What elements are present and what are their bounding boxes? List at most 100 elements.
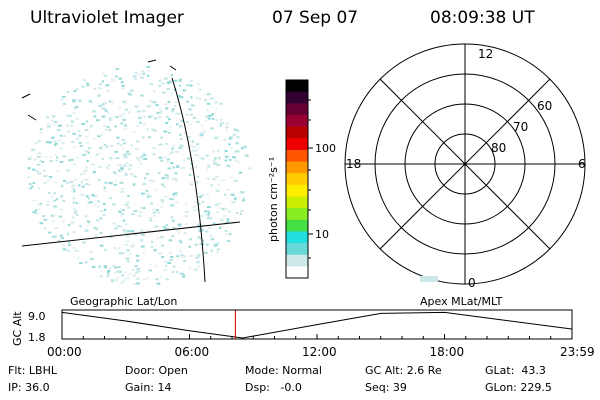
uv-speckle	[160, 111, 163, 114]
gain-info: Gain: 14	[125, 381, 172, 394]
uv-speckle	[196, 143, 199, 146]
uv-speckle	[189, 80, 192, 83]
uv-speckle	[54, 121, 58, 123]
uv-speckle	[86, 160, 89, 162]
uv-speckle	[180, 138, 183, 141]
uv-speckle	[226, 220, 230, 223]
uv-speckle	[139, 115, 143, 118]
uv-speckle	[120, 187, 125, 190]
uv-speckle	[89, 258, 94, 261]
colorbar-segment	[286, 103, 308, 116]
uv-speckle	[155, 265, 159, 268]
uv-speckle	[218, 135, 221, 137]
uv-speckle	[124, 229, 127, 232]
uv-speckle	[136, 277, 140, 280]
uv-speckle	[122, 153, 127, 156]
uv-speckle	[184, 223, 188, 226]
uv-speckle	[99, 210, 104, 213]
uv-speckle	[158, 107, 163, 110]
uv-speckle	[175, 112, 178, 115]
uv-speckle	[205, 154, 209, 157]
uv-speckle	[112, 264, 116, 267]
colorbar-segment	[286, 254, 308, 267]
uv-speckle	[171, 240, 175, 243]
uv-speckle	[167, 262, 172, 264]
uv-speckle	[209, 98, 212, 101]
geographic-grid-lines	[21, 59, 241, 283]
uv-speckle	[106, 126, 110, 129]
uv-speckle	[54, 134, 57, 137]
uv-speckle	[159, 236, 164, 239]
uv-speckle	[207, 214, 210, 217]
uv-speckle	[117, 270, 122, 273]
uv-speckle	[72, 100, 76, 103]
uv-speckle	[75, 117, 80, 120]
dsp-info: Dsp: -0.0	[245, 381, 302, 394]
uv-speckle	[73, 163, 76, 166]
uv-speckle	[190, 123, 193, 126]
uv-speckle	[217, 158, 221, 161]
uv-speckle	[149, 219, 153, 222]
uv-speckle	[73, 208, 76, 211]
uv-speckle	[147, 69, 151, 72]
uv-speckle	[196, 148, 199, 151]
uv-speckle	[69, 124, 74, 127]
colorbar-tick-100: 100	[315, 142, 336, 155]
uv-speckle	[57, 240, 61, 243]
uv-speckle	[109, 117, 113, 120]
uv-speckle	[98, 265, 101, 268]
uv-speckle	[122, 219, 126, 222]
uv-speckle	[219, 207, 223, 210]
mlat-label-60: 60	[537, 99, 552, 113]
uv-speckle	[174, 101, 179, 104]
uv-speckle	[87, 220, 91, 223]
uv-speckle	[83, 184, 86, 187]
uv-speckle	[181, 273, 185, 276]
uv-speckle	[207, 117, 211, 120]
uv-speckle	[223, 138, 227, 141]
uv-speckle	[31, 185, 34, 188]
uv-speckle	[194, 154, 199, 156]
uv-speckle	[149, 104, 152, 107]
uv-speckle	[47, 125, 52, 128]
uv-speckle	[164, 121, 169, 124]
uv-speckle	[146, 65, 150, 68]
uv-speckle	[85, 120, 89, 123]
uv-speckle	[76, 214, 79, 216]
uv-speckle	[212, 243, 215, 246]
uv-speckle	[216, 164, 221, 166]
uv-speckle	[171, 178, 175, 181]
uv-speckle	[53, 205, 58, 208]
uv-speckle	[136, 267, 141, 270]
uv-speckle	[91, 194, 95, 197]
uv-speckle	[101, 103, 105, 106]
uv-speckle	[56, 129, 61, 132]
uv-speckle	[119, 144, 123, 147]
uv-speckle	[133, 175, 137, 178]
uv-speckle	[71, 140, 75, 143]
uv-speckle	[178, 224, 182, 227]
uv-speckle	[140, 245, 145, 248]
uv-speckle	[179, 241, 183, 244]
uv-speckle	[54, 235, 57, 238]
uv-speckle	[221, 179, 226, 182]
uv-speckle	[169, 198, 173, 200]
uv-speckle	[149, 83, 154, 86]
uv-speckle	[199, 228, 204, 231]
uv-speckle	[148, 136, 152, 139]
uv-speckle	[98, 93, 101, 96]
uv-speckle	[173, 177, 178, 180]
uv-speckle	[172, 226, 176, 229]
uv-speckle	[141, 70, 145, 73]
uv-speckle	[98, 87, 102, 90]
uv-speckle	[113, 171, 117, 174]
uv-speckle	[151, 128, 155, 131]
uv-speckle	[148, 217, 152, 220]
uv-speckle	[179, 144, 184, 147]
uv-speckle	[94, 234, 98, 237]
uv-speckle	[172, 108, 175, 110]
uv-speckle	[38, 131, 43, 134]
uv-speckle	[199, 214, 203, 217]
uv-speckle	[130, 230, 135, 233]
uv-speckle	[123, 142, 126, 145]
